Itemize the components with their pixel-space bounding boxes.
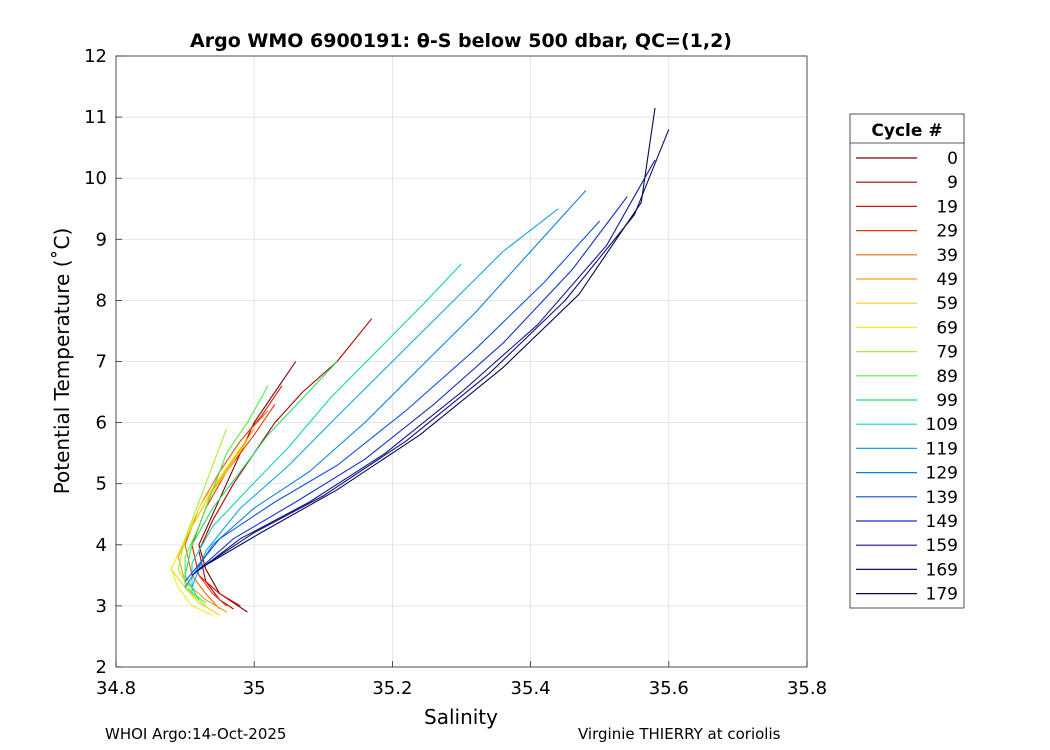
y-tick-label: 11	[84, 107, 107, 128]
y-tick-label: 10	[84, 168, 107, 189]
legend-entry-label: 0	[947, 149, 958, 169]
series-line-cycle-139	[184, 220, 601, 582]
legend-entry-label: 109	[926, 415, 958, 435]
legend-entry-label: 119	[926, 439, 958, 459]
legend-entry-label: 149	[926, 512, 958, 532]
series-line-cycle-159	[191, 159, 656, 576]
legend-entry-label: 29	[936, 222, 958, 242]
footer-credit-date: WHOI Argo:14-Oct-2025	[105, 725, 287, 743]
legend-entries: 0 9 19 29 39 49 59 69 79 89 99 109 119 129 139 149 159 16…	[856, 149, 958, 605]
legend-entry-label: 59	[936, 294, 958, 314]
y-tick-label: 9	[96, 229, 107, 250]
legend-entry-label: 39	[936, 246, 958, 266]
series-line-cycle-179	[198, 107, 656, 570]
x-tick-label: 35.4	[511, 678, 551, 699]
legend-box	[849, 113, 965, 609]
legend-entry-label: 169	[926, 560, 958, 580]
y-tick-label: 5	[96, 474, 107, 495]
y-tick-label: 7	[96, 352, 107, 373]
series-layer	[170, 107, 670, 616]
legend-entry-label: 159	[926, 536, 958, 556]
y-tick-label: 8	[96, 290, 107, 311]
x-tick-label: 35.6	[649, 678, 689, 699]
legend-entry-label: 9	[947, 173, 958, 193]
series-line-cycle-89	[184, 385, 269, 604]
footer-credit-author: Virginie THIERRY at coriolis	[578, 725, 781, 743]
y-tick-label: 3	[96, 596, 107, 617]
y-tick-label: 12	[84, 46, 107, 67]
grid-lines	[115, 55, 808, 668]
legend-entry-label: 79	[936, 343, 958, 363]
x-tick-label: 34.8	[96, 678, 136, 699]
series-line-cycle-9	[198, 318, 373, 610]
y-tick-label: 6	[96, 413, 107, 434]
legend: Cycle # 0 9 19 29 39 49 59 69 79 89 99 109 119 129 139…	[849, 113, 965, 609]
series-line-cycle-49	[177, 428, 255, 613]
y-tick-label: 2	[96, 657, 107, 678]
legend-entry-label: 69	[936, 318, 958, 338]
x-tick-label: 35.8	[787, 678, 827, 699]
x-tick-label: 35	[243, 678, 266, 699]
legend-entry-label: 99	[936, 391, 958, 411]
legend-entry-label: 129	[926, 464, 958, 484]
axis-ticks: 34.8 35 35.2 35.4 35.6 35.8 2 3 4 5 6 7 8 9 10 11 12	[84, 46, 827, 699]
x-tick-label: 35.2	[372, 678, 412, 699]
series-line-cycle-149	[191, 196, 628, 576]
y-tick-label: 4	[96, 535, 107, 556]
series-line-cycle-129	[184, 190, 587, 588]
series-line-cycle-109	[191, 263, 462, 594]
legend-entry-label: 179	[926, 585, 958, 605]
legend-title: Cycle #	[871, 121, 942, 141]
series-line-cycle-99	[184, 361, 338, 601]
y-axis-label: Potential Temperature (˚C)	[50, 228, 74, 495]
x-axis-label: Salinity	[424, 705, 498, 729]
legend-entry-label: 49	[936, 270, 958, 290]
series-line-cycle-119	[191, 208, 559, 588]
series-line-cycle-69	[170, 446, 241, 616]
chart-title: Argo WMO 6900191: θ-S below 500 dbar, QC…	[190, 30, 732, 52]
legend-entry-label: 139	[926, 488, 958, 508]
legend-entry-label: 89	[936, 367, 958, 387]
legend-entry-label: 19	[936, 197, 958, 217]
